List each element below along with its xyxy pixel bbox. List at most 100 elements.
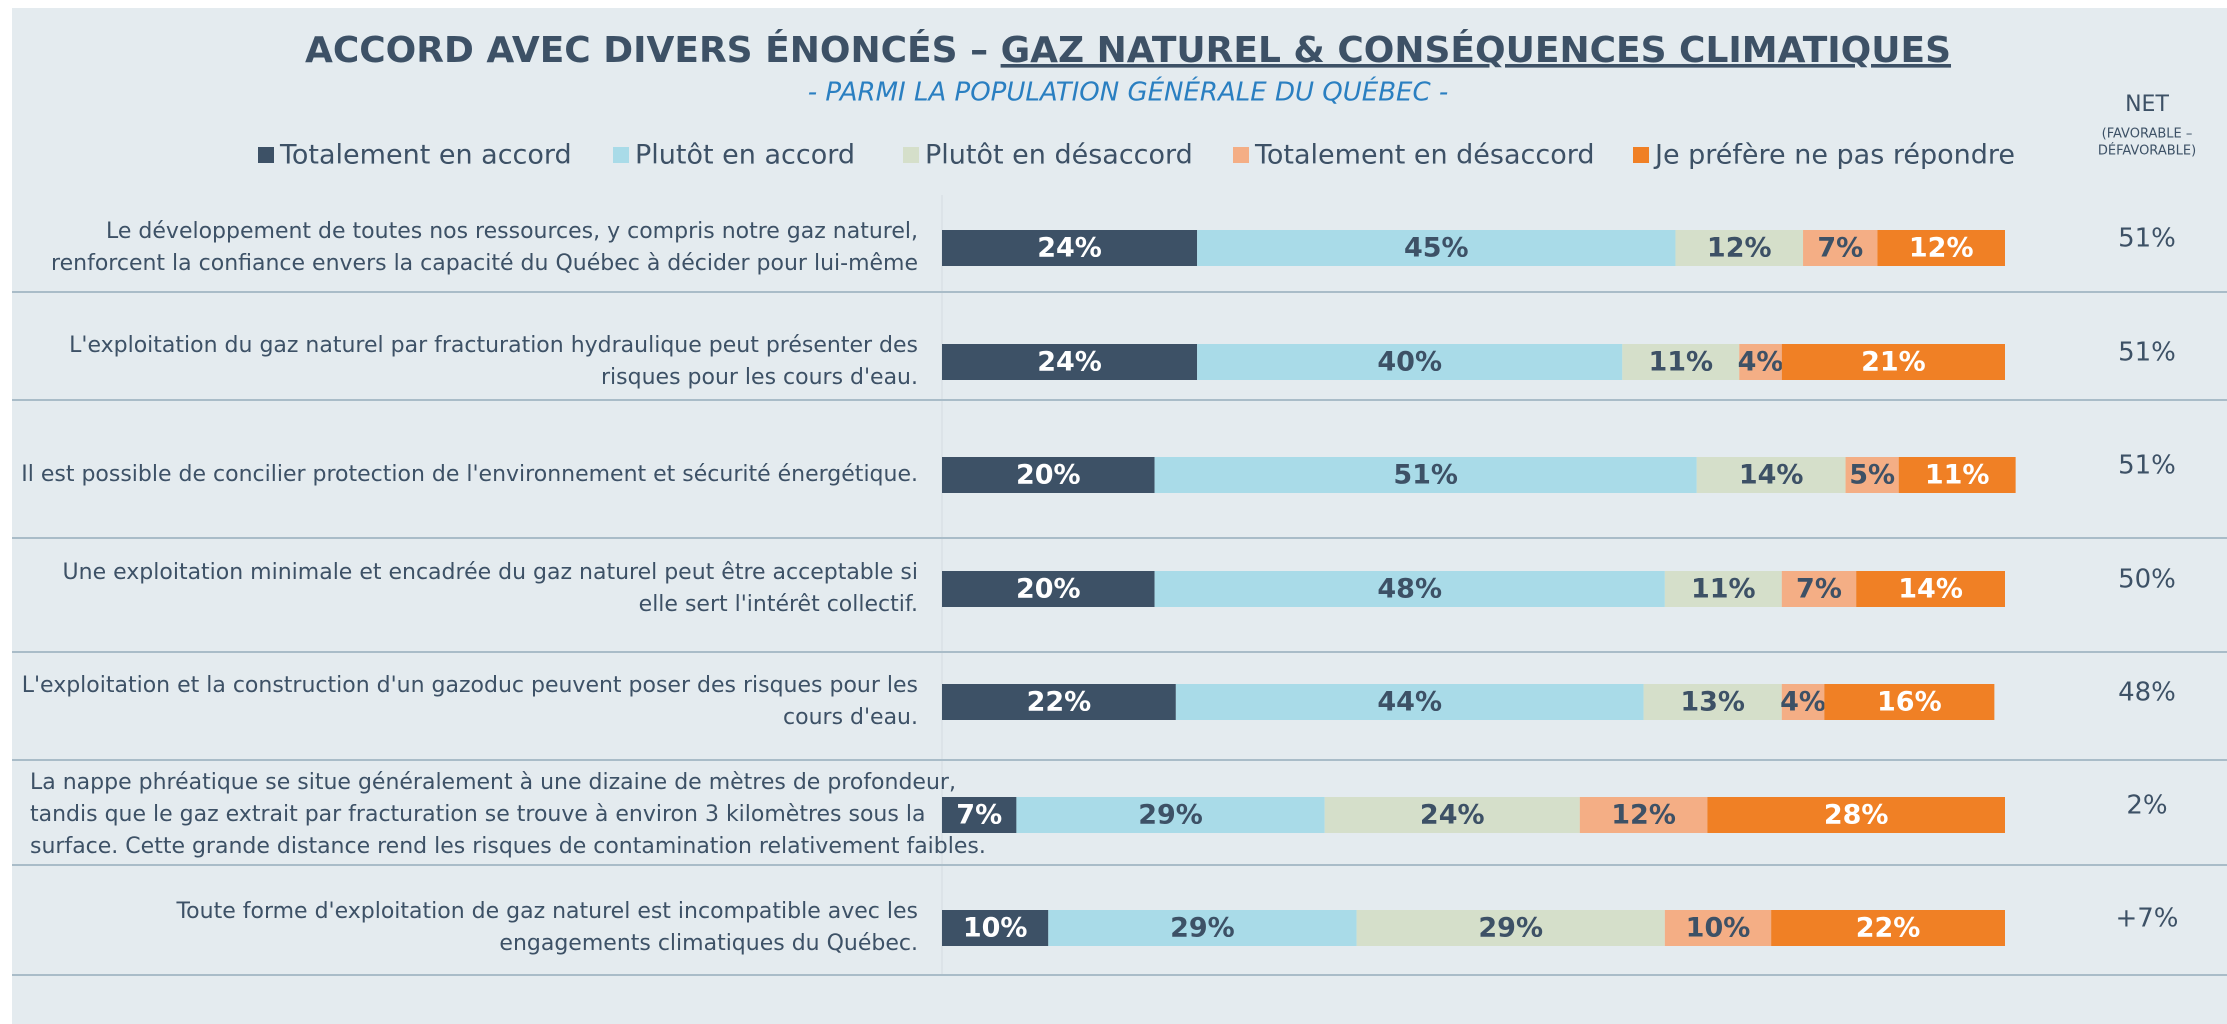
category-label: surface. Cette grande distance rend les …	[30, 834, 986, 859]
value-label: 4%	[1738, 347, 1784, 378]
bar-segment	[942, 910, 1049, 946]
bar-segment	[1154, 457, 1697, 493]
category-label: elle sert l'intérêt collectif.	[639, 592, 918, 617]
bar-segment	[1675, 230, 1804, 266]
category-label: tandis que le gaz extrait par fracturati…	[30, 802, 925, 827]
value-label: 10%	[1686, 913, 1751, 944]
net-subtitle: DÉFAVORABLE)	[2098, 143, 2196, 159]
net-value: 48%	[2118, 678, 2176, 708]
category-label: La nappe phréatique se situe généralemen…	[30, 770, 956, 795]
legend-swatch	[613, 147, 629, 163]
bar-segment	[1739, 344, 1782, 380]
value-label: 4%	[1780, 687, 1826, 718]
value-label: 7%	[956, 800, 1002, 831]
net-value: +7%	[2115, 904, 2178, 934]
title-part: GAZ NATUREL & CONSÉQUENCES CLIMATIQUES	[1001, 29, 1951, 71]
value-label: 16%	[1877, 687, 1942, 718]
net-value: 51%	[2118, 338, 2176, 368]
category-label: Toute forme d'exploitation de gaz nature…	[175, 899, 918, 924]
bar-segment	[1154, 571, 1665, 607]
category-label: Le développement de toutes nos ressource…	[106, 219, 918, 244]
legend-label: Totalement en accord	[279, 140, 572, 171]
value-label: 29%	[1170, 913, 1235, 944]
value-label: 20%	[1016, 574, 1081, 605]
bar-segment	[1856, 571, 2005, 607]
legend-swatch	[903, 147, 919, 163]
value-label: 44%	[1377, 687, 1442, 718]
net-value: 50%	[2118, 565, 2176, 595]
value-label: 20%	[1016, 460, 1081, 491]
category-label: renforcent la confiance envers la capaci…	[51, 251, 918, 276]
bar-segment	[1781, 571, 1857, 607]
value-label: 11%	[1925, 460, 1990, 491]
bar-segment	[1643, 684, 1782, 720]
bar-segment	[1707, 797, 2005, 833]
value-label: 11%	[1648, 347, 1713, 378]
net-value: 51%	[2118, 451, 2176, 481]
bar-segment	[1048, 910, 1357, 946]
category-label: L'exploitation du gaz naturel par fractu…	[69, 333, 918, 358]
category-label: engagements climatiques du Québec.	[499, 931, 918, 956]
bar-segment	[942, 684, 1176, 720]
value-label: 45%	[1404, 233, 1469, 264]
net-title: NET	[2125, 92, 2169, 117]
bar-segment	[1356, 910, 1665, 946]
net-value: 2%	[2126, 791, 2167, 821]
value-label: 10%	[963, 913, 1028, 944]
bar-segment	[1781, 344, 2005, 380]
value-label: 48%	[1377, 574, 1442, 605]
value-label: 40%	[1377, 347, 1442, 378]
value-label: 7%	[1817, 233, 1863, 264]
net-subtitle: (FAVORABLE –	[2102, 127, 2193, 142]
bar-segment	[1845, 457, 1899, 493]
value-label: 7%	[1796, 574, 1842, 605]
value-label: 28%	[1824, 800, 1889, 831]
title-part: ACCORD AVEC DIVERS ÉNONCÉS –	[305, 29, 1001, 71]
bar-segment	[942, 230, 1198, 266]
bar-segment	[942, 797, 1017, 833]
bar-segment	[942, 571, 1155, 607]
bar-segment	[1771, 910, 2005, 946]
bar-segment	[942, 457, 1155, 493]
value-label: 5%	[1849, 460, 1895, 491]
subtitle: - PARMI LA POPULATION GÉNÉRALE DU QUÉBEC…	[808, 76, 1449, 108]
legend-swatch	[1633, 147, 1649, 163]
value-label: 51%	[1393, 460, 1458, 491]
value-label: 29%	[1138, 800, 1203, 831]
legend-swatch	[1233, 147, 1249, 163]
bar-segment	[1803, 230, 1878, 266]
value-label: 12%	[1909, 233, 1974, 264]
chart-title: ACCORD AVEC DIVERS ÉNONCÉS – GAZ NATUREL…	[305, 29, 1951, 71]
category-label: Il est possible de concilier protection …	[21, 462, 918, 487]
bar-segment	[1877, 230, 2005, 266]
legend-label: Plutôt en accord	[635, 140, 855, 171]
bar-segment	[1197, 230, 1676, 266]
bar-segment	[1898, 457, 2016, 493]
bar-segment	[942, 344, 1198, 380]
background	[12, 8, 2227, 1024]
value-label: 29%	[1478, 913, 1543, 944]
category-label: risques pour les cours d'eau.	[601, 365, 918, 390]
legend-label: Totalement en désaccord	[1254, 140, 1595, 171]
bar-segment	[1175, 684, 1644, 720]
legend-label: Plutôt en désaccord	[925, 140, 1193, 171]
category-label: L'exploitation et la construction d'un g…	[22, 673, 918, 698]
legend-label: Je préfère ne pas répondre	[1653, 140, 2015, 171]
bar-segment	[1016, 797, 1325, 833]
bar-segment	[1197, 344, 1623, 380]
value-label: 22%	[1856, 913, 1921, 944]
category-label: cours d'eau.	[783, 705, 918, 730]
bar-segment	[1781, 684, 1825, 720]
bar-segment	[1824, 684, 1995, 720]
net-value: 51%	[2118, 224, 2176, 254]
value-label: 22%	[1027, 687, 1092, 718]
value-label: 24%	[1037, 233, 1102, 264]
legend-swatch	[258, 147, 274, 163]
bar-segment	[1324, 797, 1580, 833]
value-label: 12%	[1611, 800, 1676, 831]
value-label: 24%	[1420, 800, 1485, 831]
value-label: 24%	[1037, 347, 1102, 378]
value-label: 14%	[1739, 460, 1804, 491]
bar-segment	[1622, 344, 1740, 380]
